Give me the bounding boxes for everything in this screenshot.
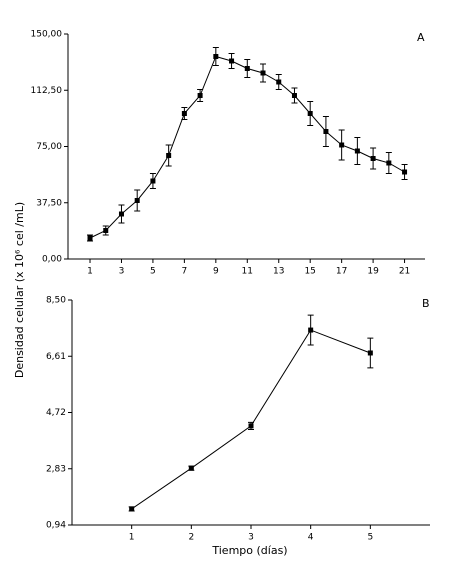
data-point: [181, 111, 187, 116]
data-point: [323, 129, 329, 134]
data-point: [103, 228, 109, 233]
x-axis-label: Tiempo (días): [211, 544, 287, 557]
data-point: [213, 54, 219, 59]
data-point: [402, 169, 408, 175]
data-point: [188, 465, 194, 471]
data-point: [197, 93, 203, 98]
data-line: [131, 329, 371, 510]
x-tick-label: 3: [119, 267, 125, 277]
x-tick-label: 13: [273, 267, 284, 277]
data-point: [87, 235, 93, 241]
y-tick-label: 37,50: [36, 198, 62, 208]
data-point: [166, 153, 172, 158]
y-tick-label: 6,61: [46, 352, 66, 362]
data-point: [260, 70, 266, 76]
x-tick-label: 4: [308, 533, 314, 543]
data-point: [307, 111, 313, 116]
y-axis-label: Densidad celular (x 10⁶ cel /mL): [13, 202, 26, 378]
x-tick-label: 15: [304, 267, 315, 277]
data-point: [291, 93, 297, 98]
data-point: [367, 350, 373, 356]
x-tick-label: 1: [129, 533, 135, 543]
x-tick-label: 17: [336, 267, 347, 277]
data-point: [129, 506, 135, 512]
x-tick-label: 1: [87, 267, 93, 277]
x-tick-label: 7: [182, 267, 188, 277]
x-tick-label: 21: [399, 267, 410, 277]
y-tick-label: 112,50: [31, 86, 63, 96]
x-tick-label: 5: [150, 267, 156, 277]
data-point: [339, 142, 345, 148]
x-tick-label: 19: [367, 267, 379, 277]
x-tick-label: 3: [248, 533, 254, 543]
data-point: [229, 58, 235, 64]
y-tick-label: 8,50: [46, 296, 66, 306]
data-point: [370, 156, 376, 161]
y-tick-label: 4,72: [46, 408, 66, 418]
data-point: [386, 160, 392, 166]
y-tick-label: 0,94: [46, 521, 66, 531]
y-tick-label: 75,00: [36, 142, 62, 152]
data-point: [244, 66, 250, 71]
data-point: [354, 148, 360, 154]
data-point: [276, 79, 282, 85]
x-tick-label: 11: [242, 267, 253, 277]
data-point: [134, 198, 140, 203]
data-point: [118, 211, 124, 217]
y-tick-label: 150,00: [31, 30, 63, 40]
x-tick-label: 5: [367, 533, 373, 543]
x-tick-label: 9: [213, 267, 219, 277]
data-point: [248, 423, 254, 429]
data-point: [308, 327, 314, 333]
panel-label: B: [422, 297, 430, 310]
x-tick-label: 2: [188, 533, 194, 543]
y-tick-label: 2,83: [46, 464, 66, 474]
y-tick-label: 0,00: [42, 255, 62, 265]
data-point: [150, 178, 156, 184]
panel-label: A: [417, 31, 425, 44]
